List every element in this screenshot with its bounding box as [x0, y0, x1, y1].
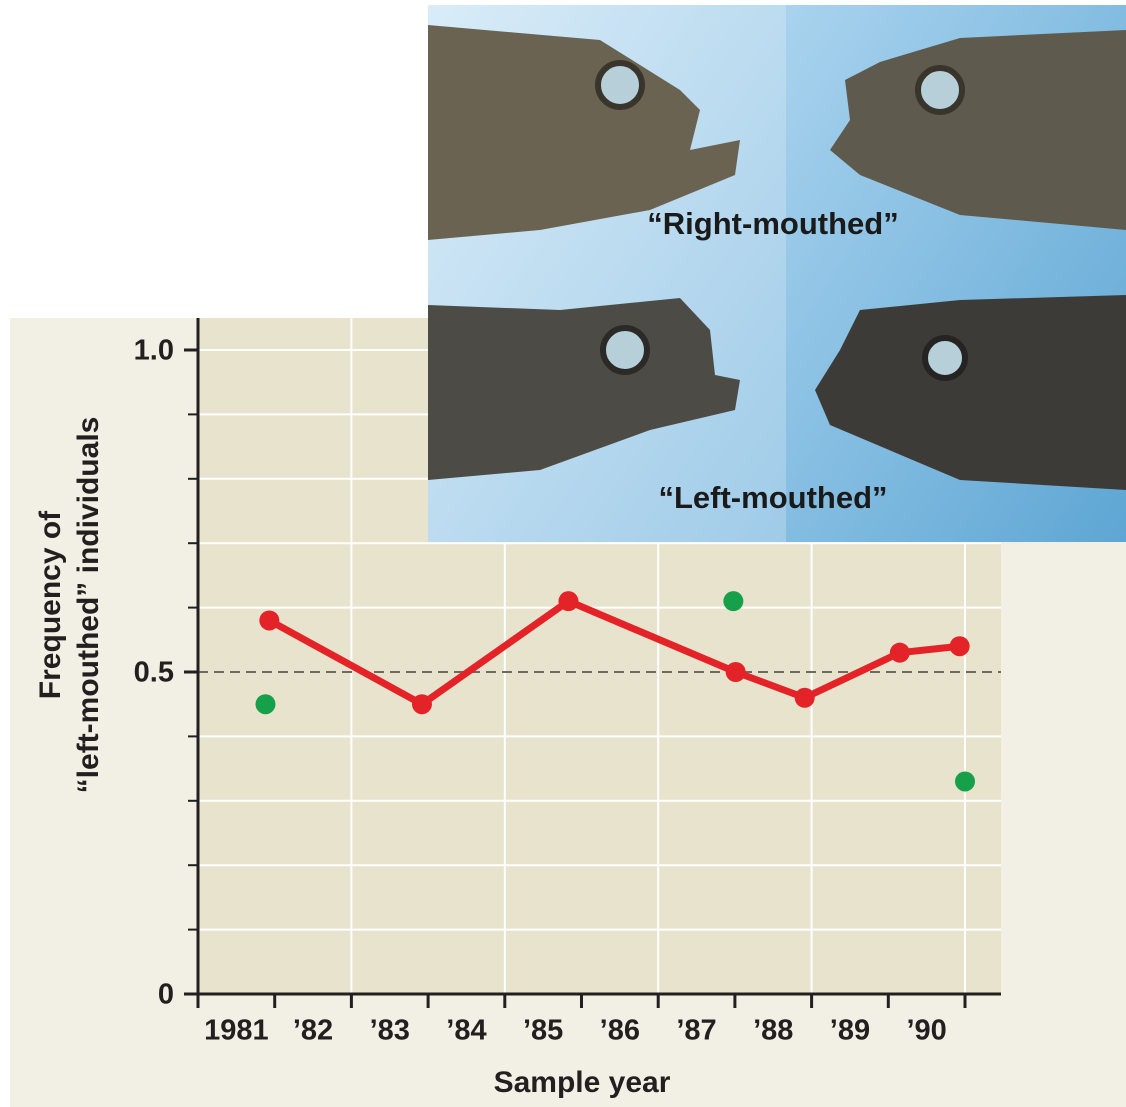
x-tick-label: ’88 — [753, 1015, 793, 1047]
fish-eye — [925, 338, 965, 378]
y-tick-label: 1.0 — [134, 335, 174, 367]
data-point — [412, 694, 432, 714]
data-point — [255, 694, 275, 714]
y-tick-label: 0 — [158, 979, 174, 1011]
data-point — [259, 610, 279, 630]
x-tick-label: ’85 — [523, 1015, 563, 1047]
photo-label: “Right-mouthed” — [647, 206, 898, 241]
x-tick-label: ’82 — [293, 1015, 333, 1047]
fish-eye — [603, 328, 647, 372]
x-axis-title: Sample year — [494, 1066, 671, 1099]
data-point — [950, 636, 970, 656]
y-axis-title: “left-mouthed” individuals — [72, 417, 105, 794]
data-point — [726, 662, 746, 682]
data-point — [795, 688, 815, 708]
x-tick-label: ’89 — [830, 1015, 870, 1047]
x-tick-label: ’84 — [446, 1015, 486, 1047]
data-point — [955, 771, 975, 791]
fish-eye — [598, 63, 642, 107]
data-point — [723, 591, 743, 611]
fish-eye — [918, 68, 962, 112]
x-tick-label: ’83 — [370, 1015, 410, 1047]
x-tick-label: ’86 — [600, 1015, 640, 1047]
x-tick-label: ’90 — [906, 1015, 946, 1047]
y-tick-label: 0.5 — [134, 657, 174, 689]
x-tick-label: ’87 — [676, 1015, 716, 1047]
x-tick-label: 1981 — [204, 1015, 269, 1047]
photo-label: “Left-mouthed” — [658, 480, 887, 515]
photo: “Right-mouthed” “Left-mouthed” — [428, 5, 1126, 542]
data-point — [890, 643, 910, 663]
chart: 0 0.5 1.0 1981 ’82 ’83 ’84 ’85 ’86 ’87 ’88 ’89 ’90 Sa… — [0, 0, 1126, 1107]
data-point — [558, 591, 578, 611]
y-axis-title: Frequency of — [34, 510, 67, 699]
